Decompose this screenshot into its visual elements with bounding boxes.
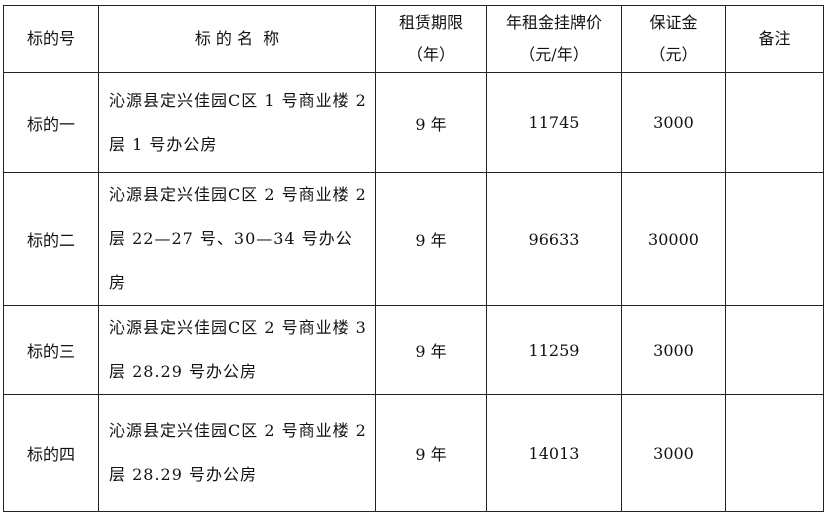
cell-term: 9 年 bbox=[376, 395, 487, 512]
cell-remark bbox=[726, 306, 824, 395]
table-row: 标的一 沁源县定兴佳园C区 1 号商业楼 2 层 1 号办公房 9 年 1174… bbox=[4, 73, 824, 173]
cell-deposit: 3000 bbox=[622, 395, 726, 512]
header-price-line1: 年租金挂牌价 bbox=[487, 7, 621, 39]
cell-name: 沁源县定兴佳园C区 2 号商业楼 3 层 28.29 号办公房 bbox=[99, 306, 376, 395]
header-price-line2: （元/年） bbox=[487, 39, 621, 71]
cell-name: 沁源县定兴佳园C区 2 号商业楼 2 层 22—27 号、30—34 号办公房 bbox=[99, 173, 376, 306]
cell-deposit: 3000 bbox=[622, 73, 726, 173]
header-price: 年租金挂牌价（元/年） bbox=[487, 6, 622, 73]
cell-remark bbox=[726, 73, 824, 173]
cell-id: 标的一 bbox=[4, 73, 99, 173]
table-row: 标的二 沁源县定兴佳园C区 2 号商业楼 2 层 22—27 号、30—34 号… bbox=[4, 173, 824, 306]
cell-price: 14013 bbox=[487, 395, 622, 512]
cell-id: 标的三 bbox=[4, 306, 99, 395]
cell-deposit: 30000 bbox=[622, 173, 726, 306]
header-id: 标的号 bbox=[4, 6, 99, 73]
header-deposit-line1: 保证金 bbox=[622, 7, 725, 39]
header-remark: 备注 bbox=[726, 6, 824, 73]
header-term: 租赁期限（年） bbox=[376, 6, 487, 73]
header-row: 标的号 标 的 名 称 租赁期限（年） 年租金挂牌价（元/年） 保证金（元） 备… bbox=[4, 6, 824, 73]
cell-name: 沁源县定兴佳园C区 2 号商业楼 2 层 28.29 号办公房 bbox=[99, 395, 376, 512]
header-deposit: 保证金（元） bbox=[622, 6, 726, 73]
cell-price: 11259 bbox=[487, 306, 622, 395]
lease-items-table: 标的号 标 的 名 称 租赁期限（年） 年租金挂牌价（元/年） 保证金（元） 备… bbox=[3, 5, 824, 512]
cell-deposit: 3000 bbox=[622, 306, 726, 395]
table-row: 标的三 沁源县定兴佳园C区 2 号商业楼 3 层 28.29 号办公房 9 年 … bbox=[4, 306, 824, 395]
cell-name: 沁源县定兴佳园C区 1 号商业楼 2 层 1 号办公房 bbox=[99, 73, 376, 173]
cell-term: 9 年 bbox=[376, 73, 487, 173]
cell-remark bbox=[726, 173, 824, 306]
header-name: 标 的 名 称 bbox=[99, 6, 376, 73]
header-term-line2: （年） bbox=[376, 39, 486, 71]
header-deposit-line2: （元） bbox=[622, 39, 725, 71]
table-row: 标的四 沁源县定兴佳园C区 2 号商业楼 2 层 28.29 号办公房 9 年 … bbox=[4, 395, 824, 512]
cell-term: 9 年 bbox=[376, 306, 487, 395]
header-term-line1: 租赁期限 bbox=[376, 7, 486, 39]
cell-price: 96633 bbox=[487, 173, 622, 306]
cell-id: 标的二 bbox=[4, 173, 99, 306]
cell-remark bbox=[726, 395, 824, 512]
cell-id: 标的四 bbox=[4, 395, 99, 512]
cell-term: 9 年 bbox=[376, 173, 487, 306]
cell-price: 11745 bbox=[487, 73, 622, 173]
